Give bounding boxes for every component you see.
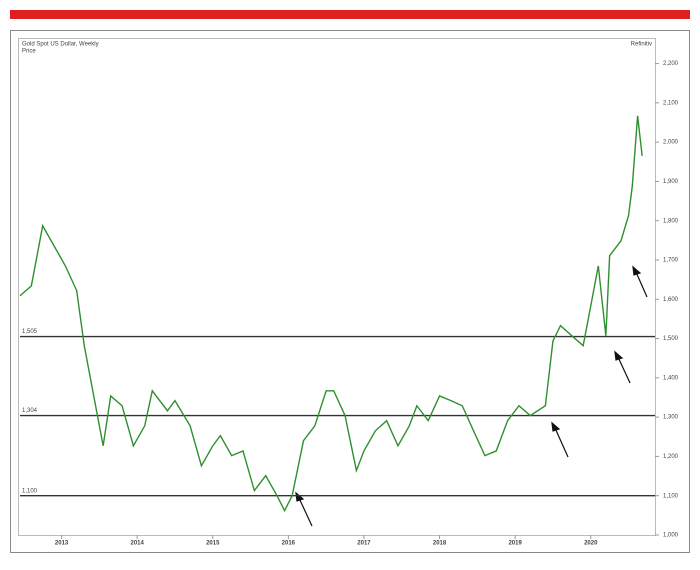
x-tick-label: 2019 — [508, 541, 522, 547]
source: Refinitiv — [631, 42, 652, 48]
y-tick-label: 1,200 — [663, 454, 679, 460]
y-tick-label: 1,500 — [663, 336, 679, 342]
y-label: Price — [22, 49, 36, 55]
x-tick-label: 2013 — [55, 541, 69, 547]
x-tick-label: 2016 — [282, 541, 296, 547]
x-tick-label: 2017 — [357, 541, 371, 547]
top-bar — [10, 10, 690, 19]
frame — [10, 30, 690, 553]
level-label: 1,505 — [22, 329, 38, 335]
x-tick-label: 2018 — [433, 541, 447, 547]
x-tick-label: 2015 — [206, 541, 220, 547]
y-tick-label: 1,600 — [663, 297, 679, 303]
y-tick-label: 1,900 — [663, 179, 679, 185]
x-tick-label: 2020 — [584, 541, 598, 547]
price-line — [19, 115, 643, 513]
level-label: 1,100 — [22, 488, 38, 494]
y-tick-label: 1,700 — [663, 258, 679, 264]
y-tick-label: 2,100 — [663, 100, 679, 106]
chart-title: Gold Spot US Dollar, Weekly — [22, 42, 99, 48]
x-tick-label: 2014 — [130, 541, 144, 547]
y-tick-label: 1,400 — [663, 375, 679, 381]
y-tick-label: 2,000 — [663, 140, 679, 146]
y-tick-label: 1,000 — [663, 533, 679, 539]
y-tick-label: 2,200 — [663, 61, 679, 67]
plot-frame — [18, 38, 656, 536]
y-tick-label: 1,300 — [663, 415, 679, 421]
level-label: 1,304 — [22, 408, 38, 414]
y-tick-label: 1,800 — [663, 218, 679, 224]
y-tick-label: 1,100 — [663, 493, 679, 499]
arrows — [295, 265, 648, 527]
